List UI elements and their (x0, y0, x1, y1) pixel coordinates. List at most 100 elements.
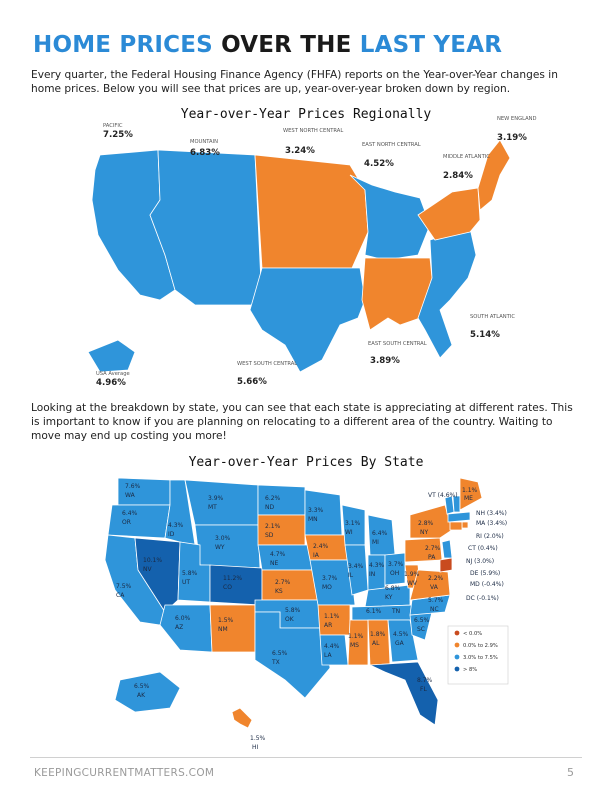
state-abbr: SD (265, 532, 274, 539)
legend: < 0.0% 0.0% to 2.9% 3.0% to 7.5% > 8% (447, 625, 509, 685)
state-abbr: SC (417, 626, 425, 633)
region-label: PACIFIC (103, 123, 123, 129)
state-nm-shape (209, 604, 256, 653)
state-abbr: LA (324, 652, 332, 659)
callout-label: CT (0.4%) (468, 545, 498, 552)
region-value: 4.96% (96, 378, 126, 388)
state-ga-shape (387, 619, 419, 663)
state-abbr: CO (223, 584, 232, 591)
region-value: 2.84% (443, 171, 473, 181)
legend-label: 3.0% to 7.5% (463, 655, 498, 661)
state-abbr: NY (420, 529, 428, 536)
state-value: 2.7% (425, 545, 441, 552)
state-ma-shape (447, 511, 471, 523)
title-part-2: OVER THE (212, 32, 360, 58)
callout-label: DE (5.9%) (470, 570, 500, 577)
state-value: 4.3% (369, 562, 385, 569)
state-value: 7.5% (116, 583, 132, 590)
state-value: 1.5% (250, 735, 266, 742)
region-value: 5.14% (470, 330, 500, 340)
state-abbr: MO (322, 584, 332, 591)
legend-swatch (454, 666, 460, 672)
state-value: 1.8% (370, 631, 386, 638)
callout-label: RI (2.0%) (476, 533, 504, 540)
state-abbr: WY (215, 544, 225, 551)
state-value: 6.5% (272, 650, 288, 657)
state-az-shape (159, 604, 213, 653)
callout-label: NJ (3.0%) (466, 558, 494, 565)
region-label: MIDDLE ATLANTIC (443, 154, 490, 160)
state-value: 4.5% (393, 631, 409, 638)
state-va-shape (409, 569, 451, 601)
page-number: 5 (567, 766, 574, 779)
state-value: 4.7% (270, 551, 286, 558)
footer-rule (30, 757, 582, 758)
state-value: 6.8% (385, 585, 401, 592)
state-tx-shape (254, 611, 331, 699)
state-la-shape (319, 634, 349, 666)
region-label: WEST SOUTH CENTRAL (237, 361, 297, 367)
state-value: 4.4% (324, 643, 340, 650)
state-abbr: HI (252, 744, 259, 751)
region-value: 7.25% (103, 130, 133, 140)
state-fl-shape (369, 661, 439, 726)
state-abbr: PA (428, 554, 436, 561)
region-label: USA Average (96, 371, 130, 377)
state-abbr: ID (168, 531, 175, 538)
title-part-1: HOME PRICES (33, 32, 213, 58)
state-value: 1.9% (404, 571, 420, 578)
state-value: 10.1% (143, 557, 162, 564)
state-abbr: MN (308, 516, 318, 523)
legend-swatch (454, 630, 460, 636)
legend-label: 0.0% to 2.9% (463, 643, 498, 649)
state-value: 1.1% (462, 487, 478, 494)
state-abbr: ND (265, 504, 274, 511)
state-paragraph: Looking at the breakdown by state, you c… (31, 402, 573, 442)
state-value: 2.2% (428, 575, 444, 582)
legend-swatch (454, 642, 460, 648)
region-label: SOUTH ATLANTIC (470, 314, 515, 320)
callout-label: VT (4.6%) (428, 492, 458, 499)
region-value: 5.66% (237, 377, 267, 387)
state-value: 2.1% (265, 523, 281, 530)
intro-paragraph: Every quarter, the Federal Housing Finan… (31, 69, 558, 95)
region-value: 3.19% (497, 133, 527, 143)
region-label: EAST NORTH CENTRAL (362, 142, 421, 148)
state-value: 3.9% (208, 495, 224, 502)
state-abbr: NV (143, 566, 152, 573)
state-value: 1.1% (348, 633, 364, 640)
state-value: 3.4% (348, 563, 364, 570)
state-value: 6.1% (366, 608, 382, 615)
legend-swatch (454, 654, 460, 660)
region-label: WEST NORTH CENTRAL (283, 128, 343, 134)
state-ri-shape (461, 521, 469, 529)
callout-label: MD (-0.4%) (470, 581, 504, 588)
region-value: 6.83% (190, 148, 220, 158)
state-abbr: AK (137, 692, 146, 699)
callout-label: MA (3.4%) (476, 520, 507, 527)
state-ar-shape (317, 604, 351, 636)
state-abbr: TN (391, 608, 400, 615)
region-sa-shape (417, 227, 477, 359)
state-abbr: OR (122, 519, 131, 526)
state-abbr: CA (116, 592, 125, 599)
state-value: 2.7% (275, 579, 291, 586)
region-wnc-shape (254, 154, 369, 269)
state-value: 3.1% (345, 520, 361, 527)
state-value: 1.1% (324, 613, 340, 620)
state-value: 11.2% (223, 575, 242, 582)
state-value: 3.7% (388, 561, 404, 568)
region-esc-shape (361, 257, 433, 331)
region-mountain-shape (149, 149, 263, 306)
state-abbr: IL (348, 572, 354, 579)
state-sd-shape (257, 514, 306, 546)
callout-label: DC (-0.1%) (466, 595, 499, 602)
state-nh-shape (452, 495, 461, 513)
state-abbr: WI (345, 529, 353, 536)
callout-labels: VT (4.6%) NH (3.4%) MA (3.4%) RI (2.0%) … (428, 492, 507, 602)
state-ak-shape (114, 671, 181, 713)
region-label: EAST SOUTH CENTRAL (368, 341, 427, 347)
state-nj-shape (441, 539, 453, 559)
region-value: 4.52% (364, 159, 394, 169)
state-ny-shape (409, 504, 453, 539)
